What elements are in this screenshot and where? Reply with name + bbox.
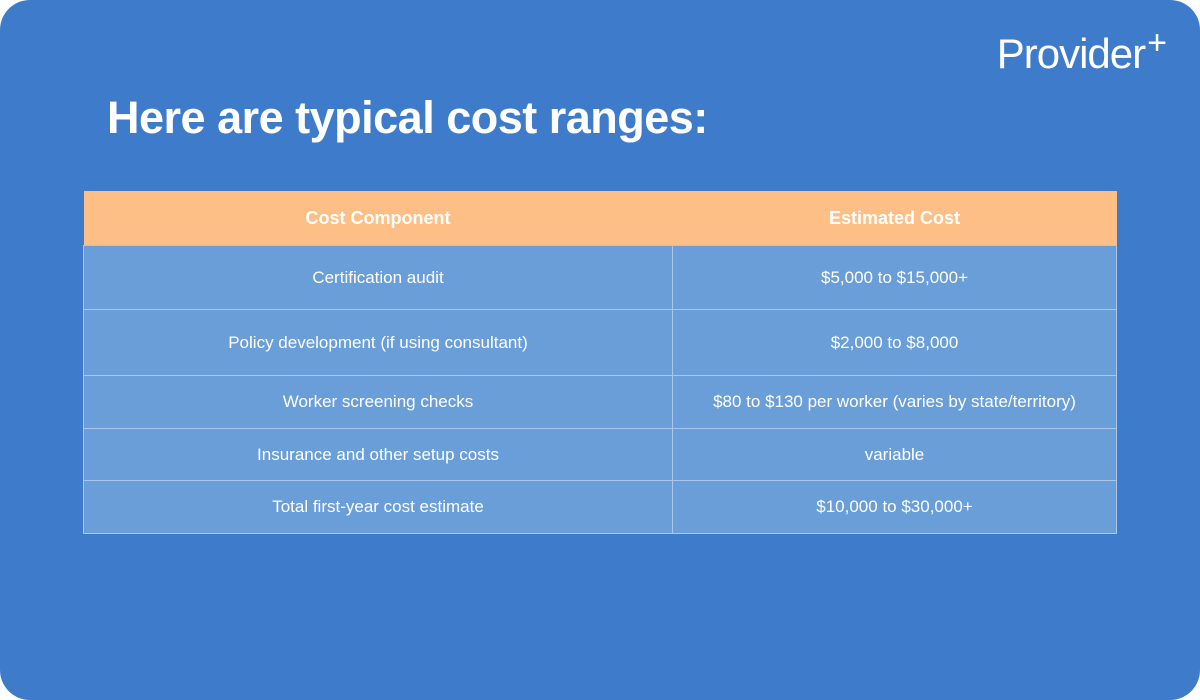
header-cell: Estimated Cost: [672, 191, 1117, 246]
table-cell: $5,000 to $15,000+: [672, 245, 1117, 310]
table-row: Total first-year cost estimate $10,000 to…: [83, 480, 1117, 534]
table-row: Certification audit $5,000 to $15,000+: [83, 245, 1117, 310]
header-row: Cost Component Estimated Cost: [83, 191, 1117, 246]
table-cell: $80 to $130 per worker (varies by state/…: [672, 375, 1117, 429]
table-cell: Worker screening checks: [83, 375, 673, 429]
table-cell: Certification audit: [83, 245, 673, 310]
title: Here are typical cost ranges:: [107, 92, 708, 143]
table-row: Worker screening checks $80 to $130 per w…: [83, 375, 1117, 429]
header-cell: Cost Component: [83, 191, 673, 246]
cost-table: Cost Component Estimated Cost Certificati…: [83, 191, 1117, 534]
table-row: Policy development (if using consultant)…: [83, 309, 1117, 376]
table-cell: $10,000 to $30,000+: [672, 480, 1117, 534]
logo-mark: +: [1147, 24, 1167, 62]
table-row: Insurance and other setup costs variable: [83, 428, 1117, 481]
table-cell: $2,000 to $8,000: [672, 309, 1117, 376]
table-cell: Policy development (if using consultant): [83, 309, 673, 376]
table-cell: Insurance and other setup costs: [83, 428, 673, 481]
logo-name: Provider: [996, 30, 1146, 77]
table-cell: Total first-year cost estimate: [83, 480, 673, 534]
logo: Provider+: [996, 24, 1167, 78]
table-cell: variable: [672, 428, 1117, 481]
